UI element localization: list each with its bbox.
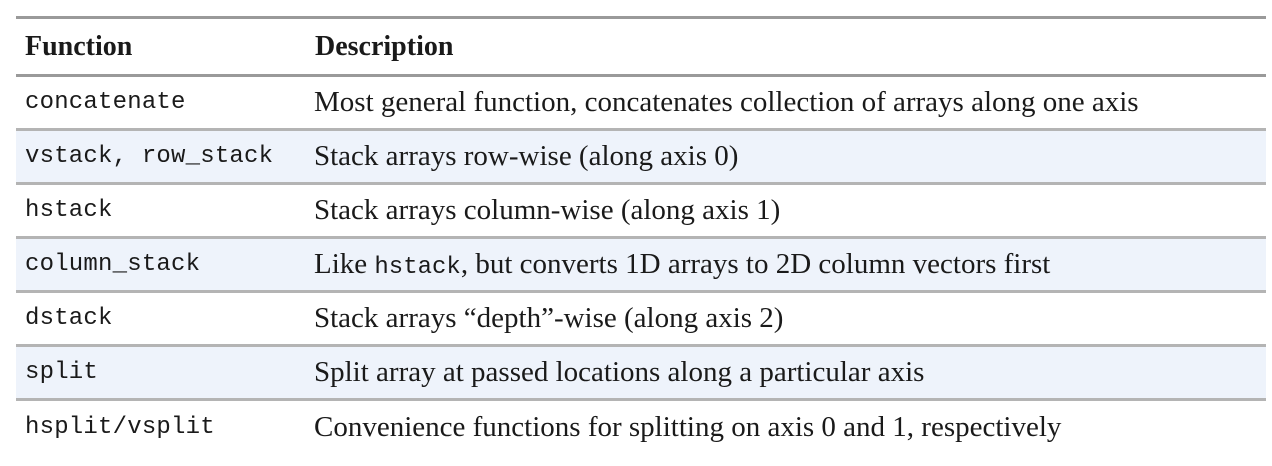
description-text: , but converts 1D arrays to 2D column ve…	[460, 248, 1051, 280]
description-cell: Stack arrays “depth”-wise (along axis 2)	[306, 292, 1266, 346]
description-cell: Like hstack, but converts 1D arrays to 2…	[306, 238, 1266, 292]
function-cell: hstack	[25, 197, 113, 224]
array-functions-table-container: Function Description concatenate Most ge…	[16, 16, 1266, 454]
function-cell: vstack, row_stack	[25, 143, 274, 170]
function-cell: split	[25, 359, 99, 386]
function-cell: column_stack	[25, 251, 201, 278]
description-text: Stack arrays row-wise (along axis 0)	[314, 140, 739, 172]
header-function: Function	[25, 30, 133, 62]
description-cell: Stack arrays row-wise (along axis 0)	[306, 130, 1266, 184]
inline-code: hstack	[374, 254, 461, 281]
description-text: Convenience functions for splitting on a…	[314, 410, 1062, 443]
table-header: Function Description	[16, 17, 1266, 76]
function-cell: concatenate	[25, 89, 186, 116]
table-row: hsplit/vsplit Convenience functions for …	[16, 400, 1266, 454]
description-text: Most general function, concatenates coll…	[314, 86, 1139, 118]
table-row: split Split array at passed locations al…	[16, 345, 1266, 400]
table-row: vstack, row_stack Stack arrays row-wise …	[16, 129, 1266, 184]
table-row: dstack Stack arrays “depth”-wise (along …	[16, 292, 1266, 346]
function-cell: dstack	[25, 305, 113, 332]
table-body: concatenate Most general function, conca…	[16, 76, 1266, 454]
description-text: Split array at passed locations along a …	[314, 356, 925, 388]
description-cell: Split array at passed locations along a …	[306, 346, 1266, 400]
function-cell: hsplit/vsplit	[25, 413, 215, 441]
description-cell: Most general function, concatenates coll…	[306, 76, 1266, 130]
header-row: Function Description	[16, 17, 1266, 76]
description-cell: Convenience functions for splitting on a…	[306, 400, 1266, 454]
description-text: Stack arrays “depth”-wise (along axis 2)	[314, 302, 784, 334]
header-description: Description	[315, 30, 454, 62]
description-text: Like	[314, 248, 375, 280]
description-cell: Stack arrays column-wise (along axis 1)	[306, 184, 1266, 238]
table-row: concatenate Most general function, conca…	[16, 76, 1266, 130]
table-row: column_stack Like hstack, but converts 1…	[16, 237, 1266, 292]
description-text: Stack arrays column-wise (along axis 1)	[314, 194, 781, 226]
table-row: hstack Stack arrays column-wise (along a…	[16, 184, 1266, 238]
array-functions-table: Function Description concatenate Most ge…	[16, 16, 1266, 454]
